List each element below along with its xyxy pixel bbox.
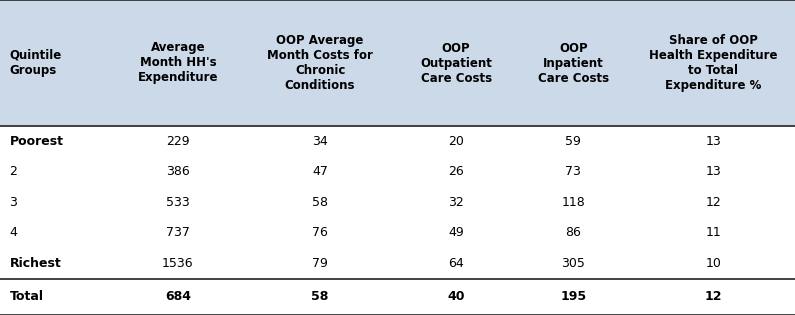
Bar [113,126,242,157]
Text: 386: 386 [166,165,190,178]
Text: 76: 76 [312,226,328,239]
Text: 4: 4 [10,226,17,239]
Text: 12: 12 [704,290,722,303]
Bar [514,218,632,248]
Text: 13: 13 [705,165,721,178]
Text: 40: 40 [448,290,465,303]
Text: Poorest: Poorest [10,135,64,148]
Bar [242,187,398,218]
Text: 737: 737 [166,226,190,239]
Text: 26: 26 [448,165,464,178]
Bar [632,187,795,218]
Bar [0,279,113,315]
Text: 64: 64 [448,257,464,270]
Bar [632,248,795,279]
Bar [113,218,242,248]
Text: Share of OOP
Health Expenditure
to Total
Expenditure %: Share of OOP Health Expenditure to Total… [650,34,778,92]
Text: Total: Total [10,290,44,303]
Bar [632,279,795,315]
Bar [632,157,795,187]
Bar [0,0,113,126]
Bar [514,187,632,218]
Text: 533: 533 [166,196,190,209]
Text: 47: 47 [312,165,328,178]
Bar [398,187,514,218]
Text: 2: 2 [10,165,17,178]
Text: 684: 684 [165,290,191,303]
Bar [113,248,242,279]
Text: 49: 49 [448,226,464,239]
Bar [242,0,398,126]
Bar [242,248,398,279]
Bar [398,157,514,187]
Text: 1536: 1536 [162,257,194,270]
Text: 59: 59 [565,135,581,148]
Text: 118: 118 [561,196,585,209]
Bar [398,279,514,315]
Text: 229: 229 [166,135,190,148]
Bar [398,218,514,248]
Text: 12: 12 [705,196,721,209]
Bar [514,0,632,126]
Bar [0,218,113,248]
Bar [242,279,398,315]
Bar [113,279,242,315]
Bar [0,157,113,187]
Text: 20: 20 [448,135,464,148]
Bar [0,248,113,279]
Text: 58: 58 [312,196,328,209]
Text: OOP
Outpatient
Care Costs: OOP Outpatient Care Costs [420,42,492,84]
Bar [242,157,398,187]
Text: Richest: Richest [10,257,61,270]
Text: 73: 73 [565,165,581,178]
Text: 34: 34 [312,135,328,148]
Text: Average
Month HH's
Expenditure: Average Month HH's Expenditure [138,42,218,84]
Text: 11: 11 [705,226,721,239]
Text: 79: 79 [312,257,328,270]
Text: 86: 86 [565,226,581,239]
Bar [514,157,632,187]
Bar [113,157,242,187]
Bar [113,187,242,218]
Text: 195: 195 [560,290,586,303]
Bar [242,218,398,248]
Bar [632,218,795,248]
Text: Quintile
Groups: Quintile Groups [10,49,62,77]
Bar [514,248,632,279]
Bar [398,126,514,157]
Bar [242,126,398,157]
Text: 3: 3 [10,196,17,209]
Bar [632,126,795,157]
Text: OOP Average
Month Costs for
Chronic
Conditions: OOP Average Month Costs for Chronic Cond… [267,34,373,92]
Text: 305: 305 [561,257,585,270]
Bar [514,279,632,315]
Text: OOP
Inpatient
Care Costs: OOP Inpatient Care Costs [537,42,609,84]
Text: 58: 58 [312,290,329,303]
Text: 10: 10 [705,257,721,270]
Bar [398,0,514,126]
Text: 32: 32 [448,196,464,209]
Bar [0,126,113,157]
Bar [398,248,514,279]
Bar [0,187,113,218]
Bar [113,0,242,126]
Text: 13: 13 [705,135,721,148]
Bar [632,0,795,126]
Bar [514,126,632,157]
